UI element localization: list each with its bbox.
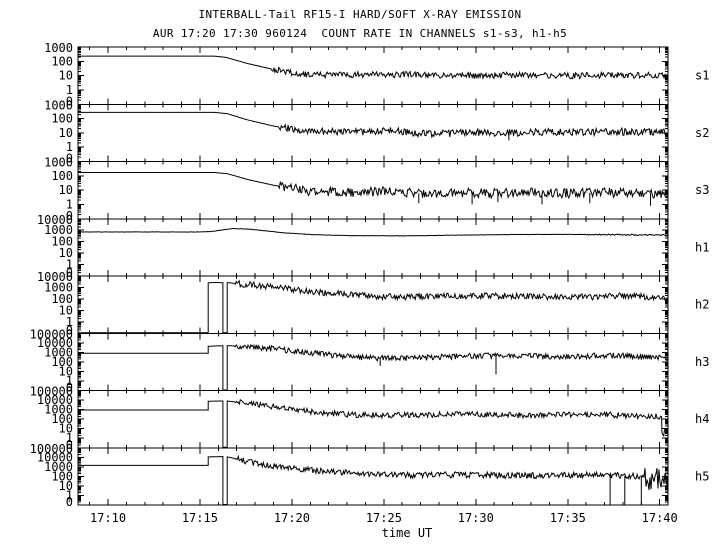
y-tick-label: 100 [51,54,73,68]
y-tick-label: 0 [66,323,73,337]
y-tick-label: 1000 [44,403,73,417]
x-tick-label: 17:15 [182,511,218,525]
y-tick-label: 10 [59,183,73,197]
x-tick-label: 17:20 [274,511,310,525]
y-tick-label: 1 [66,258,73,272]
y-tick-label: 1000 [44,345,73,359]
y-tick-label: 100000 [30,385,73,399]
channel-label-s3: s3 [695,183,709,197]
y-tick-label: 1 [66,431,73,445]
y-tick-label: 100 [51,469,73,483]
y-tick-label: 0 [66,94,73,108]
panel-frame [77,218,669,277]
panel-frame [77,46,669,105]
panel-ticks [78,103,668,162]
y-tick-label: 1000 [44,41,73,55]
channel-label-h3: h3 [695,355,709,369]
series-h5 [78,454,669,505]
panel-ticks [78,390,668,449]
y-tick-label: 10 [59,303,73,317]
y-tick-label: 1000 [44,280,73,294]
panel-ticks [78,46,668,105]
y-tick-label: 10000 [37,213,73,227]
y-tick-label: 10 [59,422,73,436]
y-tick-label: 1000 [44,98,73,112]
series-h1 [78,227,668,237]
chart-title: INTERBALL-Tail RF15-I HARD/SOFT X-RAY EM… [198,8,522,21]
y-tick-label: 1 [66,489,73,503]
channel-label-h4: h4 [695,412,709,426]
panel-ticks [78,447,668,506]
panel-ticks [78,218,668,277]
panel-ticks [78,275,668,334]
y-tick-label: 0 [66,266,73,280]
y-tick-label: 10000 [37,270,73,284]
panel-frame [77,332,669,391]
series-s2 [78,111,669,141]
y-tick-label: 10000 [37,393,73,407]
y-tick-label: 0 [66,438,73,452]
chart-subtitle: AUR 17:20 17:30 960124 COUNT RATE IN CHA… [152,27,568,40]
y-tick-label: 1 [66,140,73,154]
x-axis-title: time UT [382,526,433,540]
panel-ticks [78,332,668,391]
y-tick-label: 1000 [44,156,73,170]
y-tick-label: 100000 [30,442,73,456]
y-tick-label: 100 [51,112,73,126]
channel-label-h2: h2 [695,298,709,312]
y-tick-label: 100 [51,355,73,369]
y-tick-label: 1000 [44,460,73,474]
y-tick-label: 10 [59,246,73,260]
channel-label-h1: h1 [695,240,709,254]
y-tick-label: 1 [66,197,73,211]
y-tick-label: 100 [51,412,73,426]
y-tick-label: 1 [66,374,73,388]
series-s1 [78,55,669,81]
y-tick-label: 0 [66,381,73,395]
channel-label-h5: h5 [695,469,709,483]
panel-frame [77,447,669,506]
panel-frame [77,390,669,449]
channel-label-s2: s2 [695,126,709,140]
x-tick-label: 17:40 [642,511,678,525]
series-h4 [78,399,669,448]
y-tick-label: 10000 [37,336,73,350]
y-tick-label: 1 [66,315,73,329]
y-tick-label: 100 [51,235,73,249]
panel-frame [77,161,669,220]
y-tick-label: 1000 [44,223,73,237]
panel-ticks [78,161,668,220]
x-tick-label: 17:30 [458,511,494,525]
panel-frame [77,275,669,334]
y-tick-label: 0 [66,152,73,166]
y-tick-label: 100 [51,169,73,183]
series-s3 [78,172,669,206]
x-tick-label: 17:35 [550,511,586,525]
x-tick-label: 17:25 [366,511,402,525]
series-h3 [78,343,669,391]
x-tick-label: 17:10 [90,511,126,525]
y-tick-label: 100 [51,292,73,306]
series-h2 [78,279,669,334]
y-tick-label: 10 [59,126,73,140]
y-tick-label: 10 [59,69,73,83]
y-tick-label: 10 [59,479,73,493]
y-tick-label: 100000 [30,327,73,341]
channel-label-s1: s1 [695,69,709,83]
y-tick-label: 1 [66,83,73,97]
y-tick-label: 10 [59,364,73,378]
y-tick-label: 0 [66,209,73,223]
y-tick-label: 10000 [37,450,73,464]
y-tick-label: 0 [66,495,73,509]
